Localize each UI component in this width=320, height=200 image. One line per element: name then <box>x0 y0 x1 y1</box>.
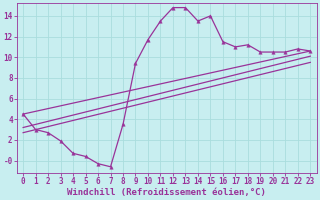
X-axis label: Windchill (Refroidissement éolien,°C): Windchill (Refroidissement éolien,°C) <box>67 188 266 197</box>
